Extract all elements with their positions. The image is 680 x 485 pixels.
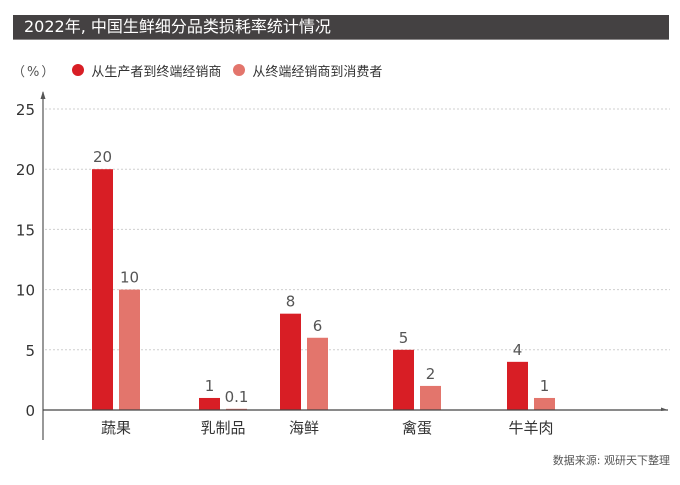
x-category-label: 禽蛋 (402, 419, 432, 437)
y-tick-label: 15 (16, 221, 35, 239)
data-label: 10 (120, 269, 139, 287)
data-label: 4 (513, 341, 523, 359)
bar-series2 (226, 408, 247, 410)
title-bar: 2022年, 中国生鲜细分品类损耗率统计情况 (13, 15, 669, 40)
x-category-label: 乳制品 (200, 419, 245, 437)
bar-series1 (507, 361, 528, 410)
bar-series1 (92, 169, 113, 410)
y-axis-arrow-icon (40, 91, 46, 99)
bar-series1 (280, 313, 301, 410)
x-axis-arrow-icon (661, 407, 668, 411)
legend-label: 从终端经销商到消费者 (252, 64, 383, 80)
data-label: 0.1 (225, 388, 249, 406)
source-note: 数据来源: 观研天下整理 (552, 454, 670, 467)
legend-dot-icon (233, 64, 246, 76)
y-tick-label: 20 (16, 161, 35, 179)
data-label: 20 (93, 148, 112, 166)
data-label: 2 (426, 365, 436, 383)
bar-series1 (393, 349, 414, 410)
y-tick-label: 10 (16, 282, 35, 300)
y-axis-unit-label: （%） (12, 64, 57, 80)
chart-title: 2022年, 中国生鲜细分品类损耗率统计情况 (24, 17, 331, 36)
x-category-label: 牛羊肉 (508, 419, 553, 437)
y-tick-label: 0 (25, 402, 35, 420)
y-tick-label: 5 (25, 342, 35, 360)
data-label: 1 (540, 377, 550, 395)
x-category-label: 海鲜 (289, 419, 319, 437)
bar-series2 (119, 289, 140, 410)
legend-dot-icon (72, 64, 85, 76)
legend: （%） 从生产者到终端经销商 从终端经销商到消费者 (12, 60, 394, 80)
x-category-label: 蔬果 (101, 419, 131, 437)
legend-item-series1: 从生产者到终端经销商 (72, 61, 221, 80)
bar-series2 (307, 337, 328, 410)
data-label: 8 (286, 293, 296, 311)
bar-series1 (199, 397, 220, 410)
legend-item-series2: 从终端经销商到消费者 (233, 61, 382, 80)
data-label: 1 (205, 377, 215, 395)
y-tick-label: 25 (16, 101, 35, 119)
legend-label: 从生产者到终端经销商 (91, 64, 222, 80)
bar-series2 (534, 397, 555, 410)
data-label: 5 (399, 329, 409, 347)
data-label: 6 (313, 317, 323, 335)
bar-series2 (420, 385, 441, 410)
